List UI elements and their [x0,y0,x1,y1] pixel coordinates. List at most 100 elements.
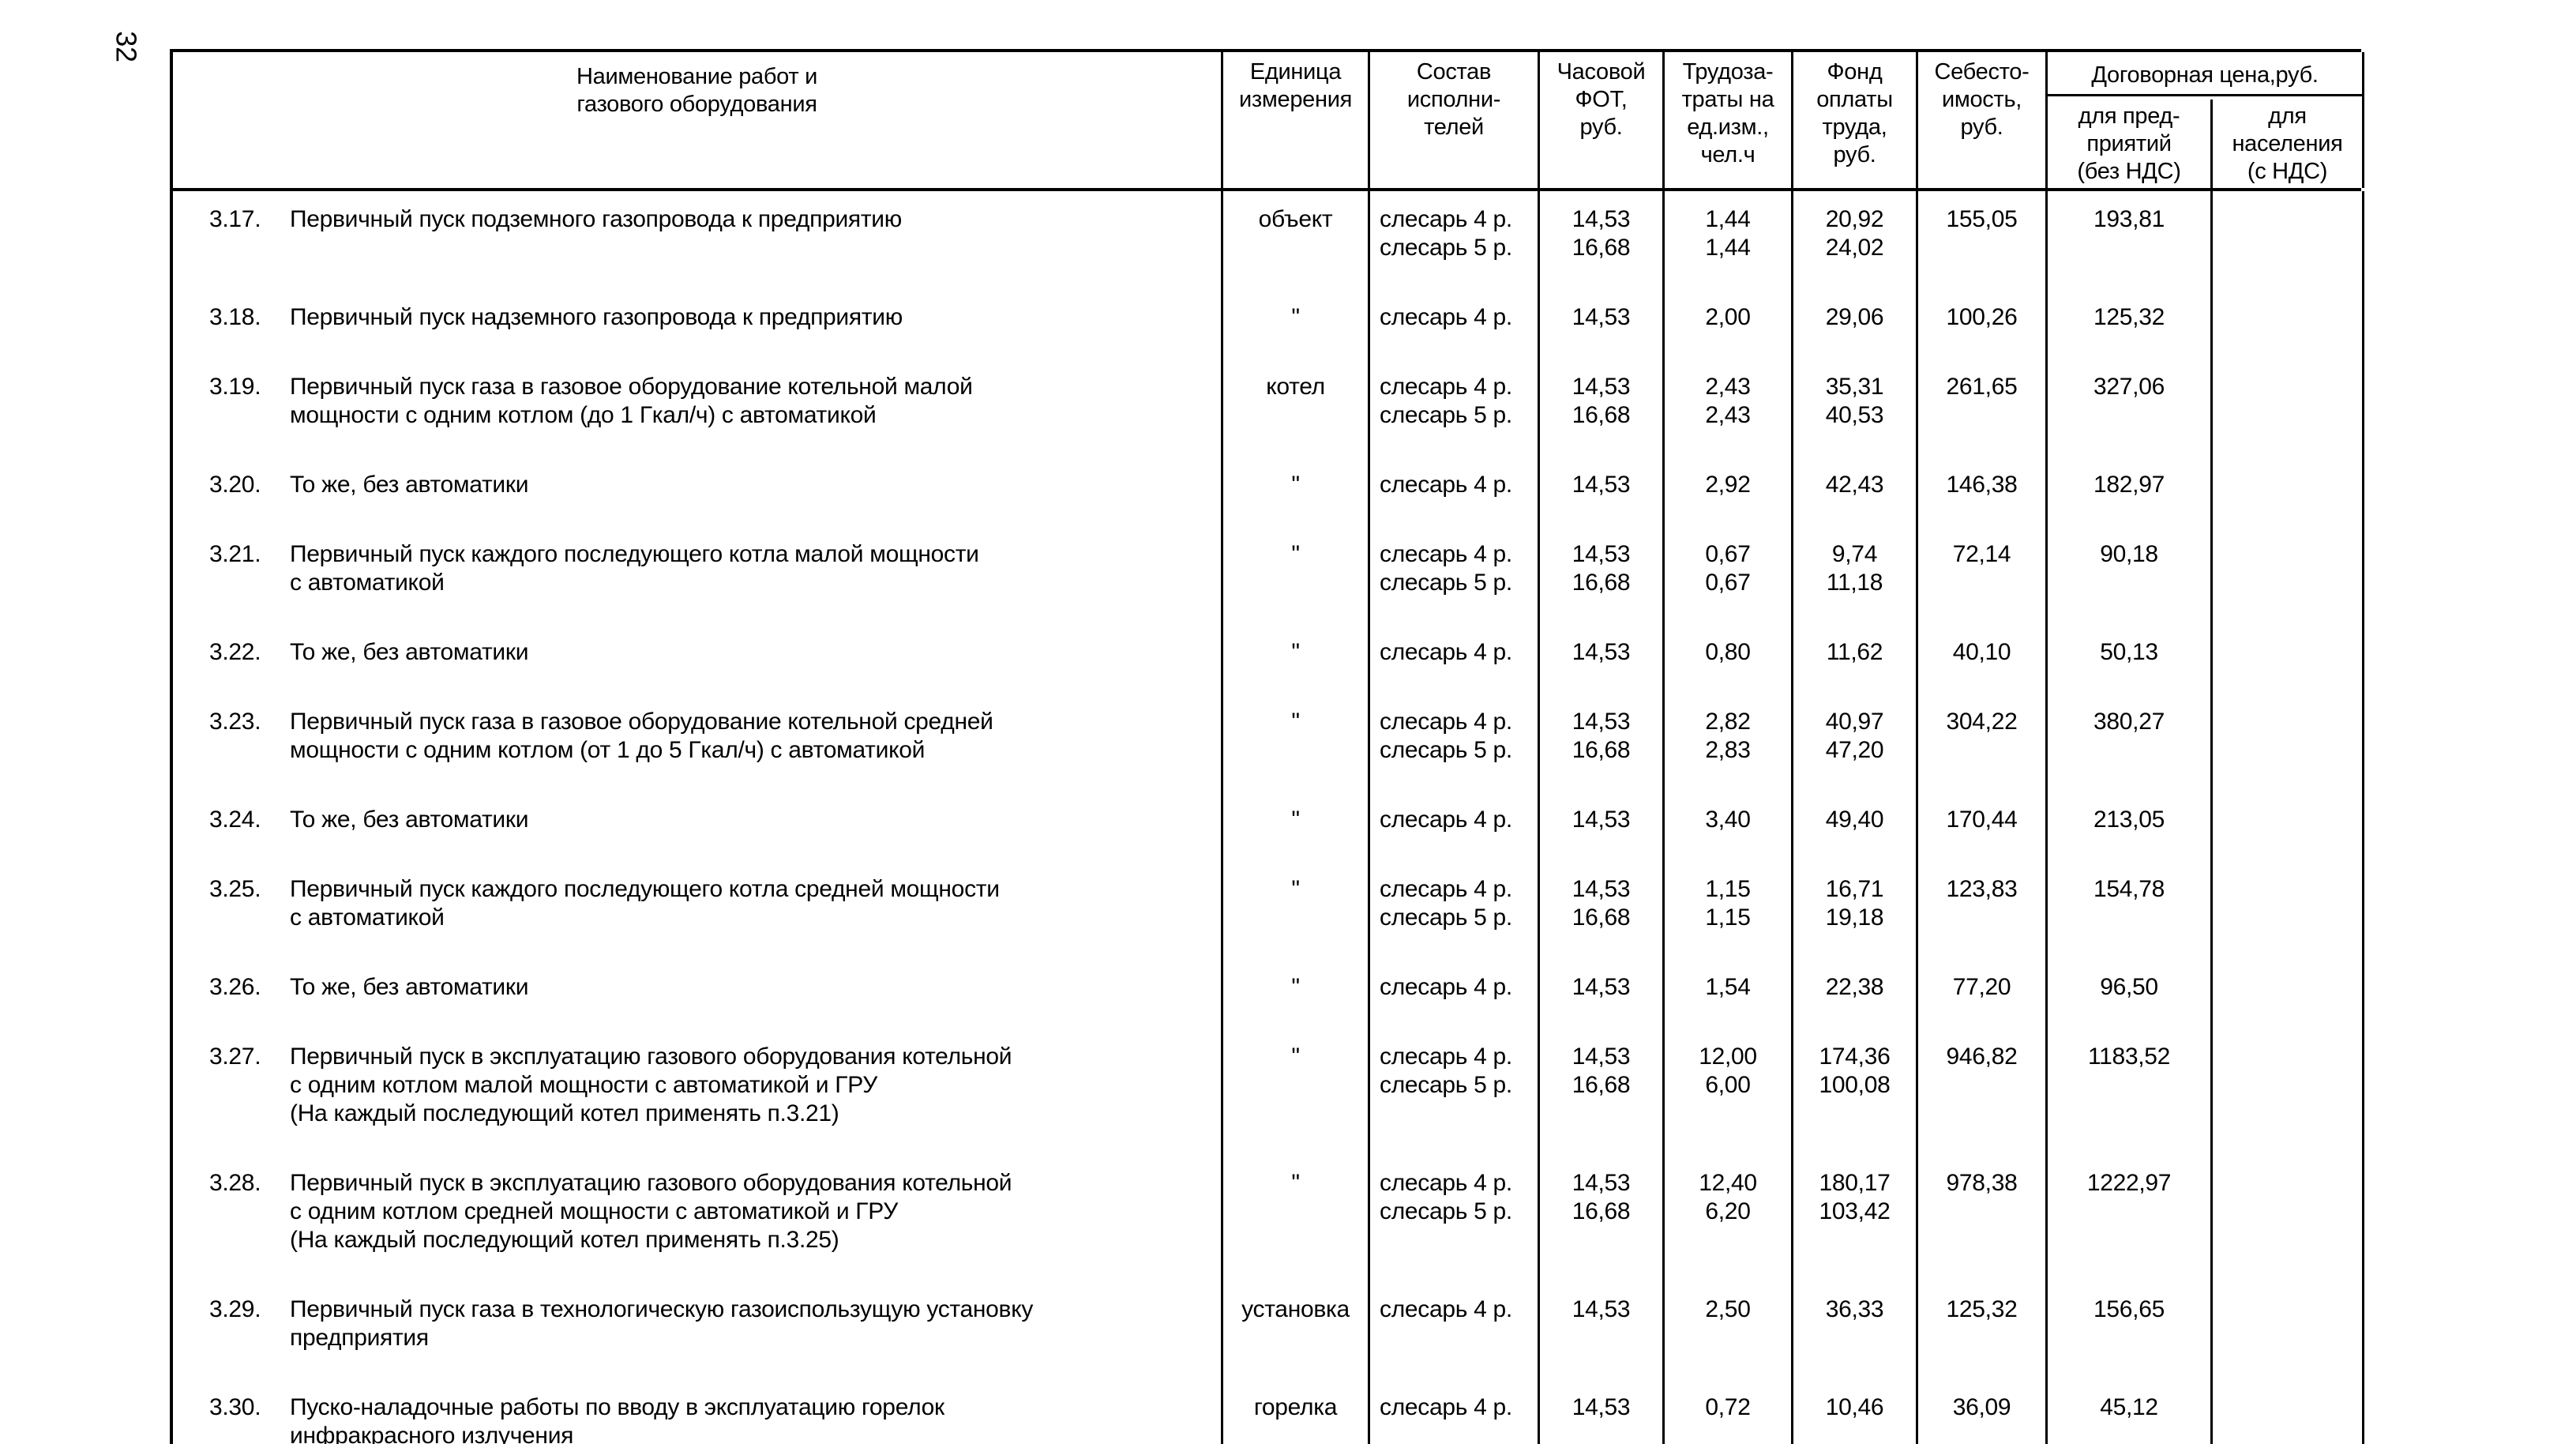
col-header-cost: Себесто- имость, руб. [1918,52,2048,188]
row-work-name: Первичный пуск в эксплуатацию газового о… [290,1044,1012,1126]
row-number: 3.29. [209,1296,261,1322]
row-wage-fund: 20,92 24,02 [1793,191,1918,289]
row-unit: горелка [1223,1379,1370,1444]
row-executors: слесарь 4 р. слесарь 5 р. [1370,861,1540,959]
col-header-contract-price-group: Договорная цена,руб. для пред- приятий (… [2048,52,2364,188]
row-cost: 261,65 [1918,359,2048,457]
row-cost: 77,20 [1918,959,2048,1028]
row-price-enterprises: 90,18 [2048,526,2213,624]
row-labor: 2,43 2,43 [1665,359,1793,457]
row-work-name: То же, без автоматики [290,472,529,498]
row-work-name: Первичный пуск газа в технологическую га… [290,1296,1034,1351]
col-header-work-name: Наименование работ и газового оборудован… [173,52,1223,188]
row-labor: 0,72 [1665,1379,1793,1444]
row-cost: 125,32 [1918,1281,2048,1379]
row-number: 3.30. [209,1394,261,1420]
row-labor: 12,00 6,00 [1665,1028,1793,1155]
pricing-table: Наименование работ и газового оборудован… [170,49,2364,1444]
row-wage-fund: 42,43 [1793,457,1918,526]
row-number: 3.20. [209,472,261,498]
row-price-enterprises: 45,12 [2048,1379,2213,1444]
row-cost: 146,38 [1918,457,2048,526]
row-hourly-fot: 14,53 [1540,1379,1665,1444]
col-header-unit: Единица измерения [1223,52,1370,188]
row-hourly-fot: 14,53 [1540,959,1665,1028]
row-cost: 36,09 [1918,1379,2048,1444]
row-unit: объект [1223,191,1370,289]
row-hourly-fot: 14,53 [1540,792,1665,861]
row-price-population [2213,624,2364,694]
row-unit: " [1223,1155,1370,1281]
row-price-enterprises: 327,06 [2048,359,2213,457]
row-executors: слесарь 4 р. [1370,959,1540,1028]
row-number: 3.21. [209,541,261,567]
row-labor: 1,54 [1665,959,1793,1028]
row-hourly-fot: 14,53 [1540,289,1665,359]
row-hourly-fot: 14,53 [1540,1281,1665,1379]
row-unit: установка [1223,1281,1370,1379]
row-executors: слесарь 4 р. слесарь 5 р. [1370,1028,1540,1155]
row-unit: " [1223,792,1370,861]
page-number: 32 [110,31,143,62]
row-number: 3.23. [209,709,261,735]
row-hourly-fot: 14,53 16,68 [1540,861,1665,959]
row-unit: " [1223,289,1370,359]
row-price-enterprises: 182,97 [2048,457,2213,526]
row-wage-fund: 16,71 19,18 [1793,861,1918,959]
row-wage-fund: 174,36 100,08 [1793,1028,1918,1155]
row-cost: 123,83 [1918,861,2048,959]
row-executors: слесарь 4 р. слесарь 5 р. [1370,359,1540,457]
table-row: 3.27. Первичный пуск в эксплуатацию газо… [173,1028,2364,1155]
row-price-population [2213,1281,2364,1379]
table-row: 3.22. То же, без автоматики " слесарь 4 … [173,624,2364,694]
row-hourly-fot: 14,53 16,68 [1540,191,1665,289]
table-row: 3.18. Первичный пуск надземного газопров… [173,289,2364,359]
row-work-name: Пуско-наладочные работы по вводу в экспл… [290,1394,944,1444]
row-work-name: Первичный пуск подземного газопровода к … [290,206,902,232]
table-row: 3.26. То же, без автоматики " слесарь 4 … [173,959,2364,1028]
row-labor: 3,40 [1665,792,1793,861]
row-cost: 40,10 [1918,624,2048,694]
row-work-name: Первичный пуск газа в газовое оборудован… [290,374,973,428]
row-price-enterprises: 380,27 [2048,694,2213,792]
table-row: 3.17. Первичный пуск подземного газопров… [173,191,2364,289]
row-price-population [2213,959,2364,1028]
row-work-name: Первичный пуск надземного газопровода к … [290,304,903,330]
row-work-name: Первичный пуск газа в газовое оборудован… [290,709,993,763]
row-cost: 170,44 [1918,792,2048,861]
row-number: 3.18. [209,304,261,330]
row-unit: " [1223,694,1370,792]
row-labor: 2,50 [1665,1281,1793,1379]
row-price-population [2213,1379,2364,1444]
row-price-enterprises: 193,81 [2048,191,2213,289]
row-executors: слесарь 4 р. [1370,1379,1540,1444]
row-price-enterprises: 1183,52 [2048,1028,2213,1155]
row-wage-fund: 10,46 [1793,1379,1918,1444]
row-executors: слесарь 4 р. [1370,624,1540,694]
col-header-price-enterprises: для пред- приятий (без НДС) [2048,99,2213,188]
row-hourly-fot: 14,53 16,68 [1540,1155,1665,1281]
row-work-name: То же, без автоматики [290,807,529,833]
row-wage-fund: 35,31 40,53 [1793,359,1918,457]
row-labor: 12,40 6,20 [1665,1155,1793,1281]
row-price-enterprises: 213,05 [2048,792,2213,861]
row-price-enterprises: 125,32 [2048,289,2213,359]
row-labor: 0,67 0,67 [1665,526,1793,624]
row-price-population [2213,526,2364,624]
row-wage-fund: 40,97 47,20 [1793,694,1918,792]
row-unit: " [1223,624,1370,694]
row-wage-fund: 49,40 [1793,792,1918,861]
row-hourly-fot: 14,53 16,68 [1540,694,1665,792]
row-unit: " [1223,959,1370,1028]
row-labor: 0,80 [1665,624,1793,694]
row-price-population [2213,191,2364,289]
row-work-name: Первичный пуск каждого последующего котл… [290,541,979,596]
row-wage-fund: 9,74 11,18 [1793,526,1918,624]
row-cost: 946,82 [1918,1028,2048,1155]
row-labor: 2,82 2,83 [1665,694,1793,792]
row-labor: 2,92 [1665,457,1793,526]
row-number: 3.26. [209,974,261,1000]
row-work-name: Первичный пуск в эксплуатацию газового о… [290,1170,1012,1253]
row-unit: " [1223,1028,1370,1155]
